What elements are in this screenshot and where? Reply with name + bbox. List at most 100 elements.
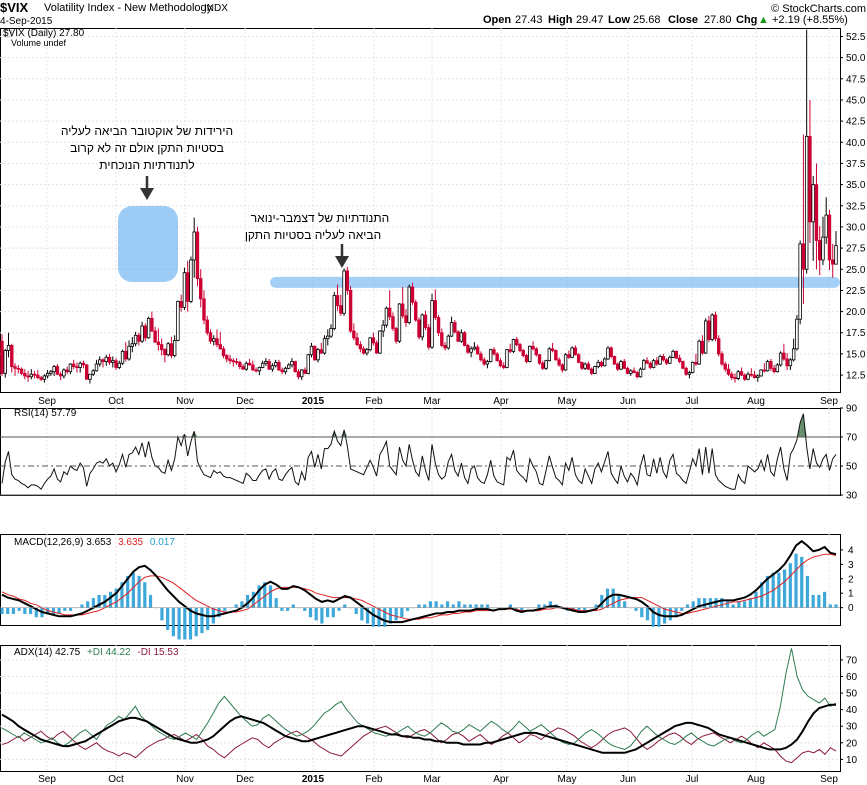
macd-hist-bar [371, 607, 375, 627]
plus-di-line [1, 648, 837, 750]
macd-hist-bar [23, 607, 27, 615]
candle [596, 359, 600, 369]
macd-hist-bar [126, 575, 130, 608]
candle-body [212, 338, 216, 342]
candle [625, 366, 630, 375]
candle [443, 342, 447, 351]
adx-legend-plus: +DI 44.22 [87, 647, 131, 658]
macd-hist-bar [6, 607, 10, 615]
candle-body [756, 375, 760, 379]
candle [316, 347, 320, 363]
candle-body [488, 349, 493, 362]
macd-hist-bar [131, 572, 135, 608]
price-tick-label-13: 45.0 [846, 95, 866, 106]
macd-hist-bar [108, 591, 113, 608]
month-label-11: Aug [747, 396, 765, 407]
candle-body [635, 372, 639, 378]
candle-body [374, 342, 379, 354]
candle [834, 231, 838, 265]
candle-body [146, 317, 151, 339]
macd-hist-bar [822, 591, 827, 608]
candle-body [98, 359, 102, 365]
candle [378, 330, 382, 354]
candle-body [215, 338, 219, 345]
candle-body [563, 354, 568, 371]
annotation-dec-line-1: התנודתיות של דצמבר-ינואר [251, 211, 389, 225]
candle-body [267, 361, 271, 370]
candle-body [775, 364, 780, 373]
candle [580, 361, 584, 370]
macd-hist-bar [86, 601, 90, 608]
candle [241, 364, 245, 370]
candle [462, 331, 467, 347]
candle-body [85, 364, 89, 380]
candle [648, 361, 653, 370]
candle [244, 361, 249, 371]
candle-body [593, 366, 597, 374]
candle [550, 342, 555, 353]
candle [782, 343, 786, 361]
candle-body [280, 369, 284, 373]
rsi-tick-label-0: 30 [846, 491, 858, 502]
candle-body [257, 367, 262, 372]
candle [511, 338, 516, 354]
candle [133, 331, 138, 347]
annotation-oct-arrow-icon [140, 188, 154, 200]
candle [638, 367, 643, 378]
macd-panel: 0 1 2 3 4 MACD(12,26,9) 3.653 3.635 0.017 [0, 537, 854, 640]
candle-body [547, 348, 552, 362]
price-tick-label-2: 17.5 [846, 328, 866, 339]
candle-body [137, 334, 141, 342]
candle-body [583, 363, 587, 369]
candle-body [814, 184, 819, 241]
price-tick-label-6: 27.5 [846, 244, 866, 255]
macd-hist-bar [668, 607, 672, 621]
candle [606, 346, 610, 360]
candle [589, 367, 594, 376]
candle [42, 374, 47, 383]
candle-body [378, 330, 382, 354]
macd-axis: 0 1 2 3 4 [0, 545, 854, 614]
candle-body [811, 184, 815, 223]
candle [804, 29, 809, 274]
candle [482, 357, 486, 366]
candle-body [71, 363, 76, 368]
candle [446, 334, 451, 350]
candle [332, 292, 336, 331]
candle [690, 361, 695, 374]
candle [586, 361, 591, 370]
candle-body [189, 259, 193, 302]
candle-body [254, 369, 258, 372]
candle-body [153, 330, 157, 343]
candle [410, 282, 415, 305]
candle-body [508, 349, 512, 352]
candle-body [544, 360, 548, 369]
candle [75, 362, 79, 373]
macd-line [1, 539, 837, 624]
candle [521, 348, 525, 358]
candle-body [808, 135, 812, 223]
adx-panel: 10 20 30 40 50 60 70 ADX(14) 42.75 +DI 44.22 -… [1, 647, 858, 766]
adx-legend: ADX(14) 42.75 +DI 44.22 -DI 15.53 [14, 647, 179, 658]
candle-body [300, 369, 304, 378]
candle [752, 370, 757, 379]
candle [10, 343, 14, 373]
candle-body [586, 363, 591, 370]
adx-tick-label-6: 70 [846, 655, 858, 666]
candle [440, 328, 444, 348]
macd-hist-bar [365, 607, 370, 624]
candle-body [681, 361, 685, 369]
candle [788, 358, 793, 370]
candle [293, 360, 297, 373]
candle-body [283, 367, 288, 373]
candle-body [384, 307, 389, 326]
candle-body [260, 362, 265, 368]
month-label-12: Sep [820, 396, 838, 407]
candle-body [303, 369, 307, 374]
candle-body [231, 360, 236, 363]
candle [303, 367, 307, 375]
candle-body [443, 345, 447, 349]
candle [397, 303, 402, 343]
candle [707, 315, 711, 343]
candle-body [782, 352, 786, 360]
